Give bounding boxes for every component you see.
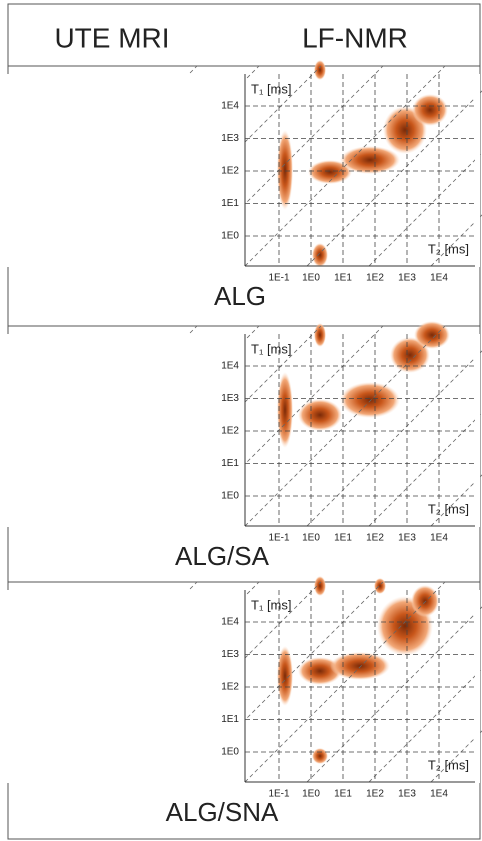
x-tick-label: 1E0	[302, 533, 320, 544]
density-blob	[340, 382, 400, 418]
density-blob	[314, 323, 326, 347]
y-axis-label: T₁ [ms]	[251, 597, 292, 612]
x-tick-label: 1E3	[398, 273, 416, 284]
x-tick-label: 1E-1	[268, 789, 290, 800]
density-blob	[412, 94, 448, 126]
diagonal	[244, 65, 446, 267]
column-title: LF-NMR	[302, 22, 408, 53]
sample-label: ALG	[214, 281, 266, 311]
nmr-plot	[0, 321, 482, 527]
y-tick-label: 1E4	[221, 361, 239, 372]
x-tick-label: 1E0	[302, 273, 320, 284]
density-blob	[312, 243, 328, 267]
diagonal	[368, 412, 482, 527]
x-axis-label: T₂ [ms]	[428, 241, 469, 256]
y-tick-label: 1E2	[221, 682, 239, 693]
y-tick-label: 1E4	[221, 101, 239, 112]
y-tick-label: 1E0	[221, 491, 239, 502]
diagonal	[244, 325, 446, 527]
x-tick-label: 1E0	[302, 789, 320, 800]
density-blob	[411, 585, 439, 617]
density-blob	[312, 748, 328, 764]
x-tick-label: 1E-1	[268, 273, 290, 284]
nmr-plot	[0, 576, 482, 783]
density-blob	[340, 146, 400, 174]
plot-mask	[475, 334, 480, 527]
x-tick-label: 1E4	[430, 273, 448, 284]
y-tick-label: 1E2	[221, 166, 239, 177]
y-tick-label: 1E1	[221, 714, 239, 725]
plot-mask	[0, 334, 245, 527]
density-blob	[308, 160, 352, 184]
plot-mask	[0, 74, 245, 267]
density-blob	[277, 646, 293, 706]
x-tick-label: 1E2	[366, 533, 384, 544]
plot-mask	[475, 590, 480, 783]
y-tick-label: 1E4	[221, 617, 239, 628]
diagonal	[368, 152, 482, 267]
y-tick-label: 1E3	[221, 649, 239, 660]
diagonal	[182, 65, 384, 267]
density-blob	[374, 578, 386, 594]
sample-label: ALG/SA	[175, 541, 270, 571]
plot-mask	[475, 74, 480, 267]
density-blob	[330, 652, 390, 680]
column-title: UTE MRI	[54, 22, 169, 53]
density-blob	[277, 130, 293, 210]
density-blob	[314, 60, 326, 80]
diagonal	[182, 581, 384, 783]
y-tick-label: 1E2	[221, 426, 239, 437]
x-tick-label: 1E2	[366, 789, 384, 800]
x-tick-label: 1E2	[366, 273, 384, 284]
y-axis-label: T₁ [ms]	[251, 81, 292, 96]
x-tick-label: 1E3	[398, 533, 416, 544]
diagonal	[244, 581, 446, 783]
plot-mask	[0, 590, 245, 783]
y-axis-label: T₁ [ms]	[251, 341, 292, 356]
x-tick-label: 1E4	[430, 789, 448, 800]
diagonal	[368, 668, 482, 783]
density-blob	[314, 576, 326, 596]
density-blob	[414, 321, 450, 349]
y-tick-label: 1E3	[221, 133, 239, 144]
y-tick-label: 1E0	[221, 231, 239, 242]
density-blob	[277, 372, 293, 448]
y-tick-label: 1E3	[221, 393, 239, 404]
sample-label: ALG/SNA	[166, 797, 279, 827]
x-tick-label: 1E1	[334, 533, 352, 544]
x-tick-label: 1E3	[398, 789, 416, 800]
x-axis-label: T₂ [ms]	[428, 757, 469, 772]
nmr-plot	[0, 60, 482, 267]
x-axis-label: T₂ [ms]	[428, 501, 469, 516]
x-tick-label: 1E4	[430, 533, 448, 544]
x-tick-label: 1E1	[334, 273, 352, 284]
x-tick-label: 1E-1	[268, 533, 290, 544]
y-tick-label: 1E1	[221, 458, 239, 469]
y-tick-label: 1E0	[221, 747, 239, 758]
x-tick-label: 1E1	[334, 789, 352, 800]
density-blob	[298, 399, 342, 431]
y-tick-label: 1E1	[221, 198, 239, 209]
density-blob	[390, 337, 430, 373]
diagonal	[182, 325, 384, 527]
